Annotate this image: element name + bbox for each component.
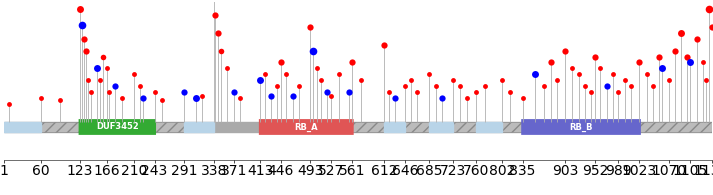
Bar [453, 122, 476, 132]
Bar [405, 122, 429, 132]
FancyBboxPatch shape [521, 119, 641, 135]
FancyBboxPatch shape [259, 119, 354, 135]
FancyBboxPatch shape [78, 119, 156, 135]
Bar [4, 122, 41, 132]
Bar [429, 122, 453, 132]
Bar [476, 122, 502, 132]
Bar [41, 122, 80, 132]
Bar [384, 122, 405, 132]
Bar [640, 122, 712, 132]
Text: RB_A: RB_A [294, 122, 318, 132]
Bar [502, 122, 523, 132]
Text: RB_B: RB_B [569, 122, 593, 132]
Bar [352, 122, 384, 132]
Text: DUF3452: DUF3452 [96, 122, 139, 131]
Bar [155, 122, 185, 132]
Bar [4, 122, 712, 132]
Bar [185, 122, 214, 132]
